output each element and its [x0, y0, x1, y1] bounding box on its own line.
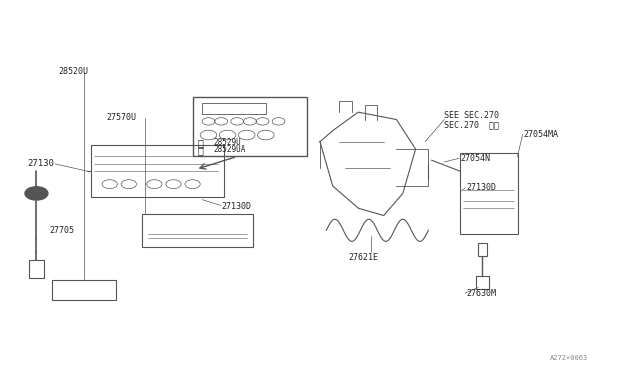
Text: 27054MA: 27054MA: [524, 130, 559, 139]
Bar: [141, 214, 253, 247]
Text: 27130D: 27130D: [221, 202, 252, 211]
Text: ①: ①: [198, 138, 204, 148]
Bar: [91, 145, 225, 197]
Bar: [29, 260, 44, 278]
Text: ②: ②: [198, 145, 204, 155]
Bar: [478, 243, 487, 256]
Bar: [52, 280, 116, 301]
Text: 27705: 27705: [49, 226, 74, 235]
Text: 27621E: 27621E: [349, 253, 379, 263]
Text: SEC.270  参図: SEC.270 参図: [444, 121, 499, 129]
Circle shape: [25, 187, 48, 200]
Bar: [193, 97, 307, 157]
Text: 27130D: 27130D: [467, 183, 497, 192]
Bar: [460, 153, 518, 234]
Text: 28520U: 28520U: [59, 67, 89, 76]
Text: 27130: 27130: [27, 159, 54, 169]
Text: SEE SEC.270: SEE SEC.270: [444, 111, 499, 121]
Text: 28529U: 28529U: [213, 138, 241, 147]
Bar: [476, 276, 489, 289]
Bar: [202, 103, 266, 114]
Text: 27054N: 27054N: [460, 154, 490, 163]
Text: 28529UA: 28529UA: [213, 145, 245, 154]
Text: 27630M: 27630M: [467, 289, 497, 298]
Text: 27570U: 27570U: [106, 113, 136, 122]
Text: A272×0063: A272×0063: [549, 355, 588, 361]
